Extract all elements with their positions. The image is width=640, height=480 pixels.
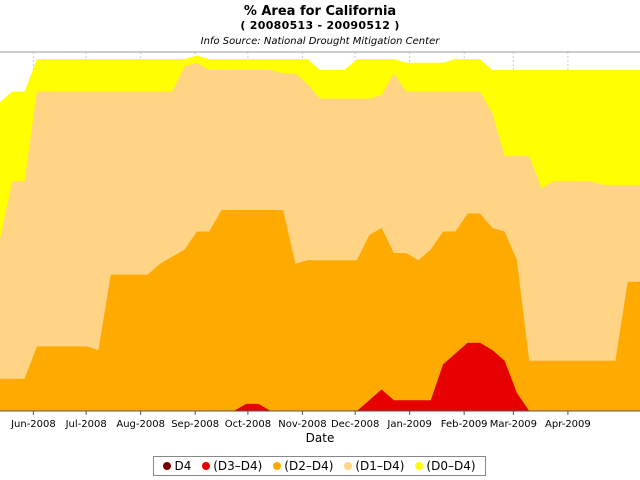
legend-item: (D1–D4) xyxy=(344,459,404,473)
legend-label: (D2–D4) xyxy=(284,459,334,473)
x-tick-label: Sep-2008 xyxy=(171,419,219,430)
legend-swatch-icon xyxy=(273,462,282,470)
x-tick-label: Aug-2008 xyxy=(116,419,165,430)
x-tick-label: Jan-2009 xyxy=(386,419,431,430)
chart-source: Info Source: National Drought Mitigation… xyxy=(200,36,440,47)
legend-item: (D2–D4) xyxy=(273,459,333,473)
x-tick-label: Jun-2008 xyxy=(10,419,56,430)
legend-label: D4 xyxy=(174,459,192,473)
legend-item: (D3–D4) xyxy=(202,459,262,473)
x-tick-label: Feb-2009 xyxy=(441,419,488,430)
x-tick-label: Oct-2008 xyxy=(225,419,271,430)
chart-subtitle: ( 20080513 - 20090512 ) xyxy=(240,19,400,32)
legend-item: D4 xyxy=(163,459,191,473)
legend-label: (D1–D4) xyxy=(355,459,405,473)
x-tick-label: Jul-2008 xyxy=(65,419,107,430)
legend-swatch-icon xyxy=(202,462,211,470)
chart-title: % Area for California xyxy=(243,4,397,19)
legend: D4 (D3–D4) (D2–D4) (D1–D4) (D0–D4) xyxy=(153,456,486,476)
legend-swatch-icon xyxy=(344,462,353,470)
legend-swatch-icon xyxy=(163,462,172,470)
legend-item: (D0–D4) xyxy=(415,459,476,473)
x-axis-label: Date xyxy=(305,431,335,445)
x-tick-label: Apr-2009 xyxy=(545,419,591,430)
x-tick-label: Nov-2008 xyxy=(278,419,326,430)
legend-label: (D3–D4) xyxy=(213,459,263,473)
x-tick-label: Mar-2009 xyxy=(490,419,537,430)
area-series-d3d4 xyxy=(0,342,640,411)
legend-swatch-icon xyxy=(415,462,424,470)
x-tick-label: Dec-2008 xyxy=(331,419,379,430)
legend-label: (D0–D4) xyxy=(426,459,476,473)
